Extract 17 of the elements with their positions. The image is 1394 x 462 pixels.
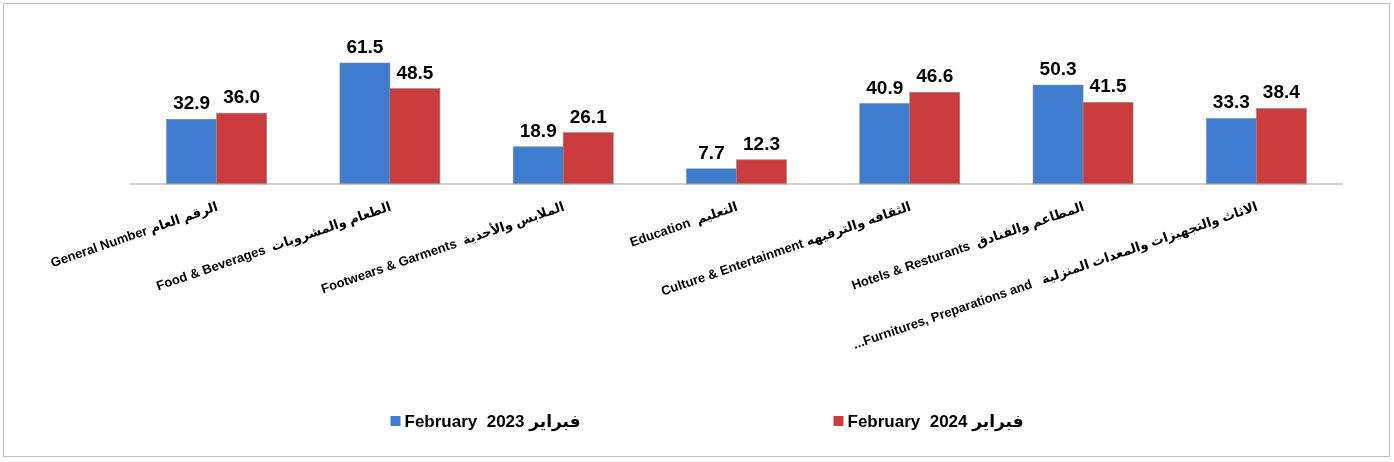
x-tick-label: Education التعليم	[627, 198, 740, 250]
value-label: 46.6	[916, 65, 954, 87]
legend-label: February 2024 فبراير	[847, 412, 1024, 431]
value-label: 7.7	[698, 141, 725, 163]
value-label: 48.5	[396, 61, 434, 83]
legend-label: February 2023 فبراير	[404, 412, 581, 431]
value-label: 33.3	[1212, 91, 1250, 113]
value-label: 41.5	[1089, 75, 1127, 97]
value-label: 38.4	[1262, 81, 1300, 103]
value-label: 61.5	[346, 36, 384, 57]
value-label: 18.9	[519, 119, 557, 141]
value-label: 36.0	[223, 86, 261, 108]
value-label: 26.1	[569, 105, 607, 127]
value-label: 40.9	[866, 76, 904, 98]
value-label: 32.9	[173, 92, 211, 114]
value-label: 12.3	[743, 132, 780, 154]
value-label: 50.3	[1039, 58, 1077, 80]
